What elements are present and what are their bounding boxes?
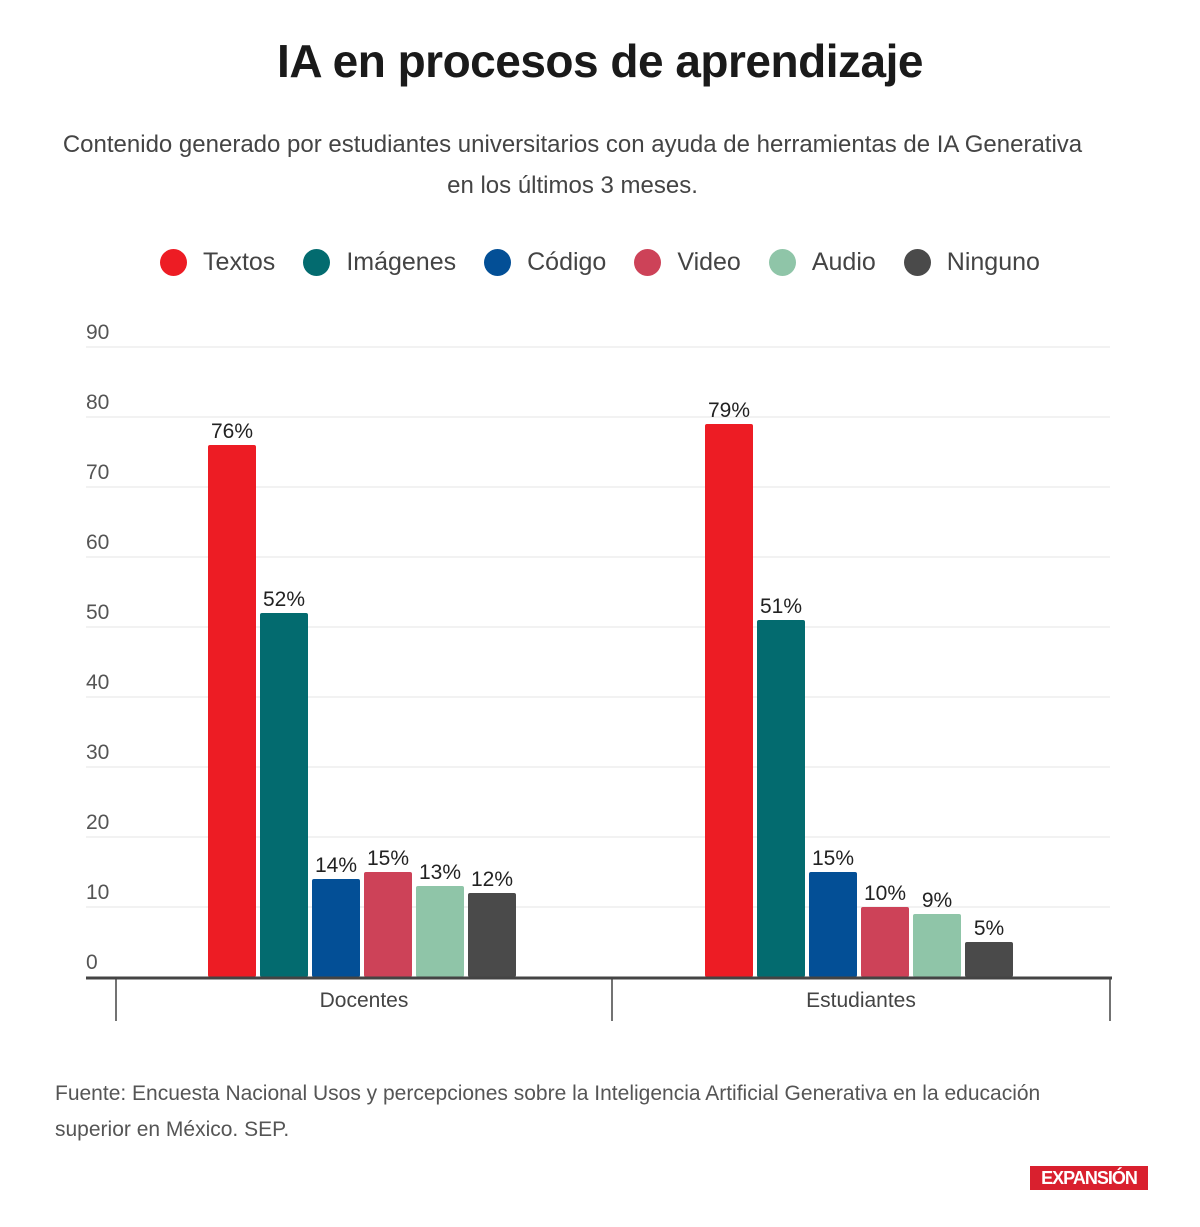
x-category-label: Estudiantes [806,989,916,1012]
data-label: 9% [922,889,952,912]
bar-chart: 0 10 20 30 40 50 60 70 80 90 76% 52% 14% 15% 13% 12% Doc… [86,321,1112,1021]
data-label: 12% [471,868,513,891]
data-label: 15% [812,847,854,870]
legend-item-codigo: Código [484,248,606,277]
chart-title: IA en procesos de aprendizaje [277,35,923,87]
legend-dot-icon [160,249,188,276]
legend-dot-icon [303,249,331,276]
bar [965,942,1013,977]
data-label: 52% [263,588,305,611]
bar [312,879,360,977]
bar [468,893,516,977]
legend-item-video: Video [634,248,741,277]
bar [913,914,961,977]
data-label: 13% [419,861,461,884]
bar [364,872,412,977]
legend-dot-icon [484,249,512,276]
bar [416,886,464,977]
legend-item-audio: Audio [768,248,876,277]
y-tick-label: 80 [86,391,109,414]
y-tick-label: 20 [86,811,109,834]
x-category-label: Docentes [320,989,409,1012]
legend-label: Ninguno [946,248,1040,276]
y-tick-label: 60 [86,531,109,554]
legend-item-ninguno: Ninguno [903,248,1040,277]
legend-label: Video [677,248,741,276]
legend-label: Imágenes [346,248,457,276]
chart-subtitle: Contenido generado por estudiantes unive… [62,131,1083,199]
y-tick-label: 90 [86,321,109,344]
bar [260,613,308,977]
y-tick-label: 30 [86,741,109,764]
data-label: 76% [211,420,253,443]
data-label: 51% [760,595,802,618]
source-note: Fuente: Encuesta Nacional Usos y percepc… [55,1082,1041,1141]
legend-item-imagenes: Imágenes [303,248,456,277]
data-label: 14% [315,854,357,877]
y-tick-label: 70 [86,461,109,484]
legend: Textos Imágenes Código Video Audio Ningu… [0,248,1200,277]
bar [757,620,805,977]
bar [208,445,256,977]
brand-logo: EXPANSIÓN [1030,1166,1148,1190]
data-label: 15% [367,847,409,870]
data-label: 10% [864,882,906,905]
legend-dot-icon [634,249,662,276]
legend-label: Textos [203,248,276,276]
y-tick-label: 0 [86,951,98,974]
bar [705,424,753,977]
bar [861,907,909,977]
bar [809,872,857,977]
y-tick-label: 50 [86,601,109,624]
data-label: 5% [974,917,1004,940]
legend-label: Código [527,248,607,276]
y-tick-label: 40 [86,671,109,694]
data-label: 79% [708,399,750,422]
legend-dot-icon [768,249,796,276]
legend-label: Audio [811,248,876,276]
legend-dot-icon [903,249,931,276]
legend-item-textos: Textos [160,248,275,277]
y-tick-label: 10 [86,881,109,904]
